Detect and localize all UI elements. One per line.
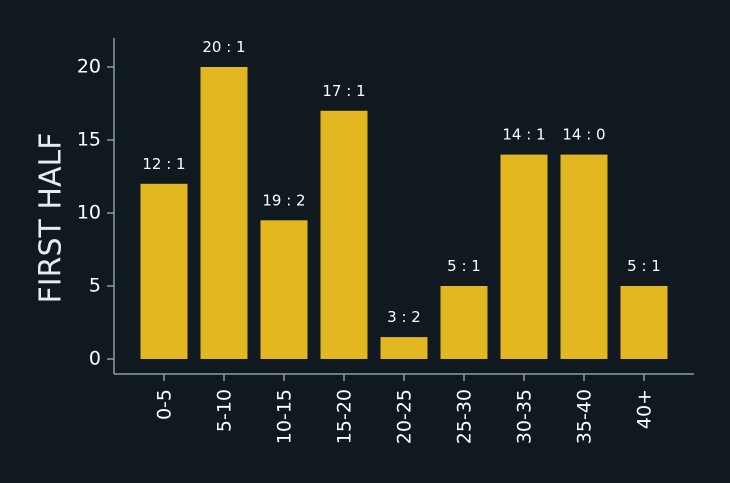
bar <box>140 183 188 359</box>
y-tick-label: 10 <box>77 202 101 224</box>
x-tick-label: 15-20 <box>334 389 356 444</box>
y-tick-label: 5 <box>89 275 101 297</box>
x-tick-label: 20-25 <box>394 389 416 444</box>
bar <box>260 220 308 359</box>
bar <box>560 154 608 359</box>
data-labels: 12 : 1 20 : 1 19 : 2 17 : 1 3 : 2 5 : 1 14 : 1… <box>142 38 660 326</box>
bar <box>620 286 668 359</box>
y-tick-label: 20 <box>77 56 101 78</box>
y-axis-title: FIRST HALF <box>34 133 69 304</box>
y-axis-title-group: FIRST HALF <box>34 133 69 304</box>
x-tick-label: 25-30 <box>454 389 476 444</box>
x-tick-label: 35-40 <box>574 389 596 444</box>
x-tick-label: 5-10 <box>214 389 236 432</box>
data-label: 17 : 1 <box>322 82 365 100</box>
bar <box>500 154 548 359</box>
data-label: 5 : 1 <box>627 257 661 275</box>
bar <box>200 67 248 359</box>
data-label: 12 : 1 <box>142 155 185 173</box>
bar <box>440 286 488 359</box>
data-label: 19 : 2 <box>262 191 305 209</box>
data-label: 14 : 1 <box>502 126 545 144</box>
y-tick-label: 15 <box>77 129 101 151</box>
bar <box>380 337 428 359</box>
x-tick-label: 10-15 <box>274 389 296 444</box>
data-label: 14 : 0 <box>562 126 605 144</box>
data-label: 20 : 1 <box>202 38 245 56</box>
bar <box>320 110 368 359</box>
y-ticks: 0 5 10 15 20 <box>77 56 114 370</box>
x-tick-label: 40+ <box>634 389 656 429</box>
x-tick-label: 30-35 <box>514 389 536 444</box>
data-label: 5 : 1 <box>447 257 481 275</box>
x-ticks: 0-5 5-10 10-15 15-20 20-25 25-30 30-35 35-40 40+ <box>154 374 656 444</box>
x-tick-label: 0-5 <box>154 389 176 420</box>
data-label: 3 : 2 <box>387 308 421 326</box>
bars <box>140 67 668 359</box>
y-tick-label: 0 <box>89 348 101 370</box>
